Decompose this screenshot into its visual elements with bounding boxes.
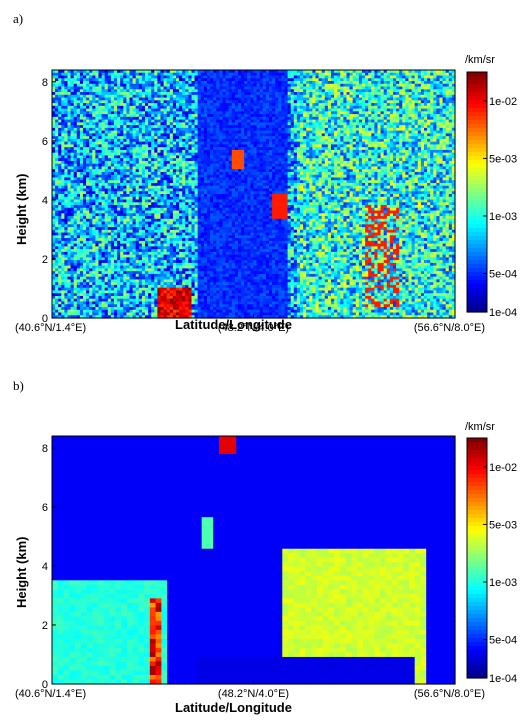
y-tick-label: 0	[42, 313, 48, 325]
panel-b-xlabel: Latitude/Longitude	[175, 700, 292, 715]
y-tick-label: 4	[42, 561, 48, 573]
y-tick-label: 4	[42, 195, 48, 207]
heatmap-field	[52, 70, 456, 319]
y-tick-label: 8	[42, 77, 48, 89]
y-tick-label: 6	[42, 502, 48, 514]
panel-b-ylabel: Height (km)	[14, 536, 29, 609]
x-tick-label: (40.6°N/1.4°E)	[15, 322, 86, 334]
colorbar-tick-label: 5e-03	[489, 153, 517, 165]
panel-b-label: b)	[13, 378, 24, 393]
colorbar-tick-label: 5e-03	[489, 519, 517, 531]
x-tick-label: (48.2°N/4.0°E)	[218, 688, 289, 700]
colorbar-tick-label: 5e-04	[489, 635, 517, 647]
colorbar-tick-label: 1e-02	[489, 462, 517, 474]
panel-b-colorbar-unit: /km/sr	[465, 421, 495, 433]
colorbar-tick-label: 1e-03	[489, 577, 517, 589]
panel-a-label: a)	[13, 11, 24, 26]
colorbar	[467, 72, 487, 313]
x-tick-label: (56.6°N/8.0°E)	[414, 322, 485, 334]
x-tick-label: (40.6°N/1.4°E)	[15, 688, 86, 700]
y-tick-label: 8	[42, 443, 48, 455]
colorbar-tick-label: 1e-03	[489, 211, 517, 223]
x-tick-label: (56.6°N/8.0°E)	[414, 688, 485, 700]
colorbar-tick-label: 1e-02	[489, 96, 517, 108]
colorbar	[467, 438, 487, 679]
colorbar-tick-label: 5e-04	[489, 269, 517, 281]
y-tick-label: 0	[42, 679, 48, 691]
panel-a-colorbar-unit: /km/sr	[465, 54, 495, 66]
y-tick-label: 2	[42, 620, 48, 632]
x-tick-label: (48.2°N/4.0°E)	[218, 322, 289, 334]
y-tick-label: 6	[42, 136, 48, 148]
colorbar-tick-label: 1e-04	[489, 307, 517, 319]
colorbar-tick-label: 1e-04	[489, 673, 517, 685]
y-tick-label: 2	[42, 254, 48, 266]
panel-a-xlabel: Latitude/Longitude	[175, 317, 292, 332]
heatmap-field	[52, 436, 456, 685]
